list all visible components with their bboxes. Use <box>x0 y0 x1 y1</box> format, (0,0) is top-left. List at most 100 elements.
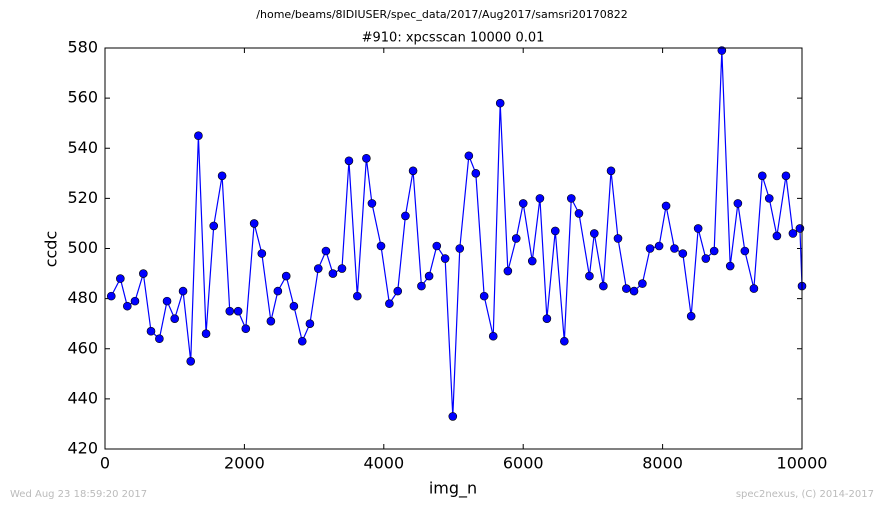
y-tick-label: 580 <box>67 38 98 57</box>
data-point <box>749 284 759 293</box>
data-point <box>781 171 791 181</box>
data-point <box>479 291 489 301</box>
data-point <box>654 241 664 251</box>
y-tick-label: 480 <box>67 288 98 307</box>
data-point <box>511 234 521 243</box>
data-point <box>344 156 354 166</box>
data-point <box>589 229 599 238</box>
data-point <box>661 201 671 211</box>
data-point <box>424 271 434 281</box>
data-point <box>788 229 798 238</box>
data-point <box>417 281 426 291</box>
x-tick-label: 8000 <box>642 454 683 473</box>
data-point <box>613 234 623 243</box>
data-point <box>106 291 116 301</box>
data-point <box>622 284 631 293</box>
data-point <box>717 46 727 55</box>
data-point <box>266 316 276 326</box>
data-point <box>542 314 552 323</box>
data-point <box>123 301 132 311</box>
data-point <box>670 244 679 253</box>
data-point <box>353 291 362 301</box>
data-point <box>606 166 616 176</box>
data-point <box>225 306 235 316</box>
data-point <box>385 299 394 308</box>
data-point <box>432 241 442 251</box>
data-point <box>488 331 498 341</box>
data-point <box>503 266 513 276</box>
y-tick-label: 560 <box>67 88 98 107</box>
data-point <box>527 256 537 266</box>
data-point <box>455 244 465 253</box>
plot-frame <box>104 47 803 450</box>
footer-right: spec2nexus, (C) 2014-2017 <box>736 489 874 500</box>
data-point <box>566 194 576 203</box>
data-point <box>440 254 450 263</box>
data-point <box>305 319 315 328</box>
y-tick-label: 540 <box>67 138 98 157</box>
data-point <box>408 166 418 176</box>
data-point <box>709 246 719 256</box>
data-point <box>574 209 584 218</box>
data-point <box>178 286 188 296</box>
data-point <box>686 311 696 321</box>
y-tick-label: 500 <box>67 238 98 257</box>
x-tick-label: 10000 <box>777 454 828 473</box>
x-tick-label: 0 <box>100 454 110 473</box>
data-point <box>116 274 125 283</box>
data-point <box>313 264 323 273</box>
data-point <box>638 279 647 288</box>
x-axis-label: img_n <box>429 479 477 499</box>
data-point <box>401 211 410 221</box>
data-point <box>201 329 211 339</box>
data-point <box>471 169 481 178</box>
data-point <box>170 314 179 323</box>
data-point <box>297 336 307 346</box>
y-tick-label: 460 <box>67 338 98 357</box>
y-tick-label: 520 <box>67 188 98 207</box>
data-point <box>217 171 227 181</box>
data-point <box>233 306 243 316</box>
data-point <box>362 153 371 163</box>
data-point <box>448 412 458 421</box>
x-tick-label: 4000 <box>363 454 404 473</box>
data-point <box>733 199 743 208</box>
data-point <box>645 244 655 253</box>
data-point <box>740 246 750 256</box>
data-point <box>599 281 608 291</box>
data-point <box>209 221 219 231</box>
data-point <box>757 171 767 181</box>
y-tick-label: 440 <box>67 388 98 407</box>
x-tick-label: 6000 <box>503 454 544 473</box>
data-point <box>321 246 331 256</box>
data-point <box>367 199 377 208</box>
data-point <box>289 301 299 311</box>
data-point <box>241 324 251 334</box>
data-point <box>495 98 505 108</box>
data-point <box>772 231 782 241</box>
y-tick-label: 420 <box>67 439 98 458</box>
data-point <box>464 151 474 161</box>
data-point <box>629 286 639 296</box>
data-point <box>130 296 140 306</box>
data-point <box>146 326 156 336</box>
data-point <box>678 249 688 258</box>
data-point <box>337 264 347 273</box>
data-point <box>281 271 291 281</box>
y-axis-label: ccdc <box>42 231 61 268</box>
data-point <box>273 286 283 296</box>
data-point <box>535 194 545 203</box>
x-tick-label: 2000 <box>224 454 265 473</box>
data-point <box>257 249 267 258</box>
data-point <box>249 219 259 228</box>
data-point <box>693 224 703 233</box>
data-point <box>701 254 711 263</box>
suptitle: /home/beams/8IDIUSER/spec_data/2017/Aug2… <box>256 8 627 21</box>
data-point <box>139 269 148 278</box>
data-point <box>764 194 774 203</box>
data-point <box>560 336 569 346</box>
data-point <box>550 226 560 236</box>
data-point <box>393 286 403 296</box>
data-point <box>725 261 735 271</box>
